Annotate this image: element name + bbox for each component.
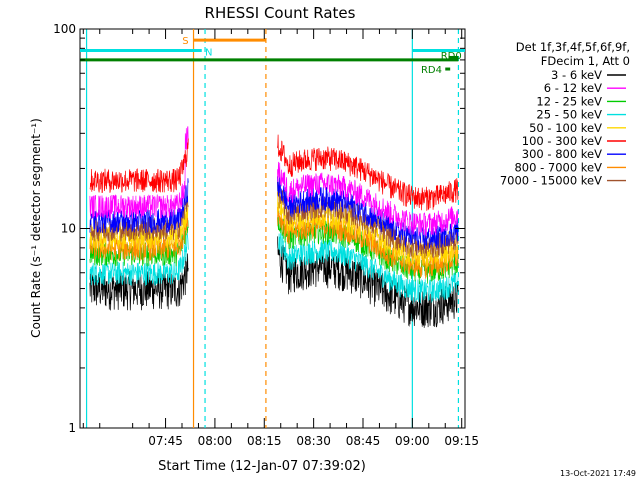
legend: Det 1f,3f,4f,5f,6f,9f,FDecim 1, Att 03 -… xyxy=(500,40,630,188)
y-axis: 1 10 100 xyxy=(53,22,465,435)
x-tick-label: 07:45 xyxy=(148,434,183,448)
footer-date: 13-Oct-2021 17:49 xyxy=(560,469,636,478)
state-bar-label: S xyxy=(182,36,188,47)
legend-header-line-2: FDecim 1, Att 0 xyxy=(541,54,630,68)
attenuator-bars: S N RD0 RD4 xyxy=(80,36,465,76)
legend-entry: 50 - 100 keV xyxy=(529,121,602,135)
state-bar-label: RD0 xyxy=(441,51,462,62)
x-tick-label: 09:15 xyxy=(444,434,479,448)
x-axis: 07:45 08:00 08:15 08:30 08:45 09:00 09:15 xyxy=(82,29,479,448)
legend-entry: 800 - 7000 keV xyxy=(514,160,602,174)
y-tick-label: 100 xyxy=(53,22,76,36)
legend-entry: 3 - 6 keV xyxy=(551,68,602,82)
x-tick-label: 08:30 xyxy=(296,434,331,448)
series-layer xyxy=(89,126,459,328)
legend-header-line-1: Det 1f,3f,4f,5f,6f,9f, xyxy=(516,40,630,54)
legend-entry: 6 - 12 keV xyxy=(544,81,602,95)
x-tick-label: 08:00 xyxy=(198,434,233,448)
x-axis-label: Start Time (12-Jan-07 07:39:02) xyxy=(158,459,366,474)
legend-entry: 100 - 300 keV xyxy=(522,134,602,148)
x-tick-label: 08:15 xyxy=(247,434,282,448)
series-line-5 xyxy=(89,134,459,211)
y-axis-label: Count Rate (s⁻¹ detector segment⁻¹) xyxy=(29,118,43,338)
legend-entry: 12 - 25 keV xyxy=(536,94,602,108)
legend-entry: 25 - 50 keV xyxy=(536,108,602,122)
series-line-1 xyxy=(89,126,459,237)
state-bar-label: N xyxy=(205,48,212,59)
state-bar-label: RD4 xyxy=(421,65,442,76)
chart-title: RHESSI Count Rates xyxy=(205,4,356,22)
x-tick-label: 09:00 xyxy=(395,434,430,448)
y-tick-label: 1 xyxy=(68,421,76,435)
y-tick-label: 10 xyxy=(61,222,76,236)
legend-entry: 7000 - 15000 keV xyxy=(500,174,602,188)
series-line-8 xyxy=(89,181,459,259)
legend-entry: 300 - 800 keV xyxy=(522,147,602,161)
x-tick-label: 08:45 xyxy=(346,434,381,448)
